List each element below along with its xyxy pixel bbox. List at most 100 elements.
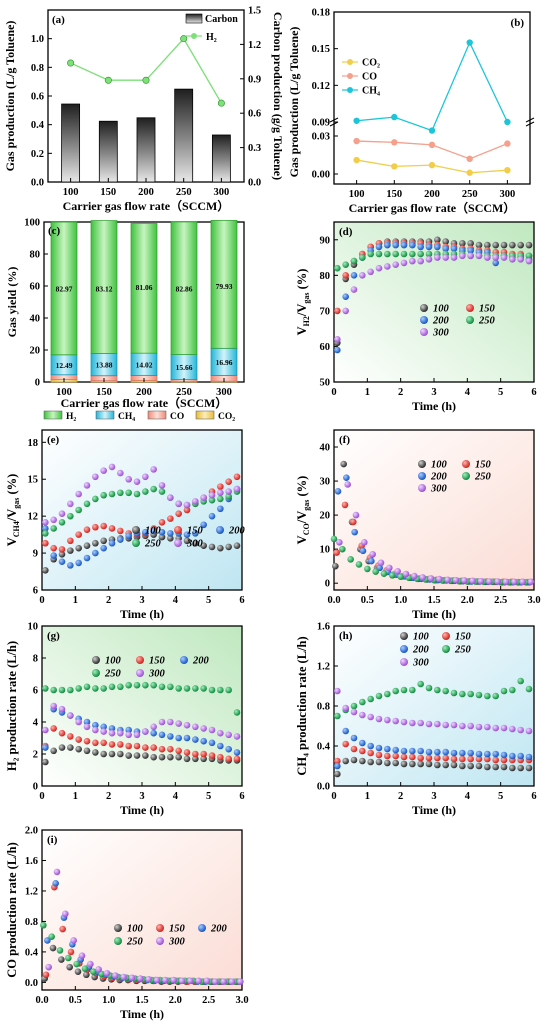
bar — [175, 89, 193, 182]
data-point — [100, 740, 107, 747]
data-point — [45, 964, 52, 971]
data-point — [376, 251, 383, 258]
ch4-value-label: 12.49 — [56, 361, 73, 370]
data-point — [492, 751, 499, 758]
data-point — [209, 687, 216, 694]
data-point — [466, 156, 472, 162]
data-point — [175, 501, 182, 508]
data-point — [442, 722, 449, 729]
data-point — [234, 473, 241, 480]
data-point — [517, 753, 524, 760]
x-tick-label: 4 — [173, 595, 179, 606]
legend-label-250: 250 — [104, 669, 122, 680]
data-point — [476, 724, 483, 731]
data-point — [73, 961, 80, 968]
data-point — [234, 709, 241, 716]
data-point — [351, 272, 358, 279]
data-point — [82, 965, 89, 972]
data-point — [429, 127, 435, 133]
y-tick-label: 10 — [320, 545, 331, 556]
y-axis-label: VCO/Vgas (%) — [295, 476, 311, 545]
y2-tick-label: 1.2 — [248, 40, 261, 51]
data-point — [75, 491, 82, 498]
data-point — [517, 727, 524, 734]
data-point — [334, 763, 341, 770]
ch4-value-label: 15.66 — [176, 363, 193, 372]
data-point — [509, 242, 516, 249]
legend-label: CH₄ — [362, 86, 380, 97]
y-tick-label: 10 — [28, 622, 39, 633]
data-point — [109, 684, 116, 691]
data-point — [59, 510, 66, 517]
x-tick-label: 4 — [465, 387, 471, 398]
data-point — [461, 577, 468, 584]
data-point — [234, 756, 241, 763]
y-tick-label: 90 — [320, 235, 331, 246]
data-point — [453, 577, 460, 584]
data-point — [75, 968, 82, 975]
y-tick-label: 20 — [320, 511, 331, 522]
data-point — [42, 685, 49, 692]
legend-marker-100 — [418, 460, 426, 468]
y-tick-label: 60 — [30, 282, 41, 293]
data-point — [478, 578, 485, 585]
data-point — [501, 254, 508, 261]
y-axis-label: Gas production (L/g Toluene) — [3, 21, 17, 172]
data-point — [217, 545, 224, 552]
data-point — [59, 926, 66, 933]
legend-marker-100 — [92, 656, 100, 664]
legend-marker-250 — [462, 472, 470, 480]
data-point — [184, 756, 191, 763]
x-tick-label: 4 — [173, 791, 179, 802]
data-point — [451, 750, 458, 757]
x-tick-label: 4 — [465, 791, 471, 802]
data-point — [340, 461, 347, 468]
data-point — [200, 494, 207, 501]
data-point — [409, 258, 416, 265]
legend-label-150: 150 — [169, 924, 186, 935]
data-point — [469, 578, 476, 585]
data-point — [159, 732, 166, 739]
legend-label-200: 200 — [192, 656, 210, 667]
x-tick-label: 0 — [39, 595, 44, 606]
y-tick-label: 0.03 — [312, 132, 330, 143]
x-tick-label: 0 — [331, 387, 336, 398]
data-point — [459, 763, 466, 770]
ch4-value-label: 13.88 — [96, 361, 113, 370]
data-point — [84, 482, 91, 489]
legend-marker-200 — [198, 924, 206, 932]
data-point — [200, 738, 207, 745]
legend-label-100: 100 — [105, 656, 122, 667]
data-point — [112, 972, 119, 979]
y-tick-label: 8 — [33, 654, 38, 665]
y-tick-label: 0.2 — [31, 149, 44, 160]
data-point — [359, 254, 366, 261]
data-point — [509, 765, 516, 772]
data-point — [411, 573, 418, 580]
data-point — [401, 719, 408, 726]
legend-label-100: 100 — [413, 632, 430, 643]
data-point — [526, 242, 533, 249]
legend-carbon-label: Carbon — [205, 14, 238, 25]
data-point — [367, 743, 374, 750]
data-point — [217, 489, 224, 496]
legend-label-250: 250 — [478, 316, 496, 327]
y-tick-label: 0.15 — [312, 44, 330, 55]
h2-value-label: 81.06 — [136, 283, 153, 292]
legend-marker-150 — [442, 632, 450, 640]
data-point — [75, 746, 82, 753]
data-point — [209, 727, 216, 734]
legend-swatch — [196, 411, 214, 419]
y-tick-label: 0 — [325, 579, 330, 590]
data-point — [434, 749, 441, 756]
data-point — [137, 975, 144, 982]
data-point — [526, 728, 533, 735]
y-tick-label: 0.0 — [317, 782, 330, 793]
legend-label-300: 300 — [430, 484, 448, 495]
data-point — [501, 688, 508, 695]
data-point — [40, 922, 47, 929]
y-tick-label: 0.18 — [312, 8, 330, 19]
data-point — [67, 547, 74, 554]
